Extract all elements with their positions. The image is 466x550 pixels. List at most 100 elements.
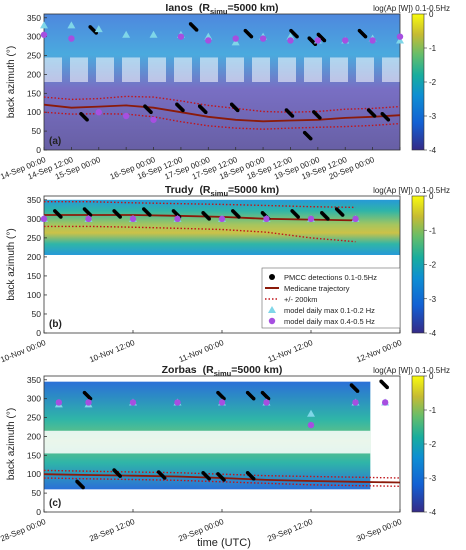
pmcc-cluster xyxy=(79,111,89,122)
pmcc-point xyxy=(318,116,322,120)
legend-item: model daily max 0.4-0.5 Hz xyxy=(268,317,375,326)
pmcc-point xyxy=(308,136,313,141)
heatmap-gap xyxy=(330,57,348,82)
model-low-triangle xyxy=(231,38,240,46)
y-tick-label: 250 xyxy=(27,51,41,61)
legend-marker-model-low xyxy=(268,306,276,313)
model-high-circle xyxy=(287,37,294,44)
pmcc-cluster xyxy=(201,470,211,481)
model-high-circle xyxy=(263,215,270,223)
x-tick-label: 30-Sep 00:00 xyxy=(355,517,403,544)
axes-frame xyxy=(43,13,401,151)
panel-title-param: (R xyxy=(199,184,210,196)
model-high-circle xyxy=(95,109,102,116)
colorbar-tick-label: -2 xyxy=(429,440,437,449)
y-tick-label: 50 xyxy=(32,488,42,498)
colorbar-tick-label: -4 xyxy=(429,508,437,517)
panel-title-param: (R xyxy=(203,364,214,376)
y-tick-label: 150 xyxy=(27,271,41,281)
legend-marker-model-high xyxy=(268,317,276,325)
pmcc-point xyxy=(386,117,391,122)
pmcc-cluster xyxy=(231,209,241,219)
panel-title-name: Zorbas xyxy=(162,364,197,376)
y-tick-label: 150 xyxy=(27,450,41,460)
pmcc-cluster xyxy=(284,108,295,118)
panel-title-sub: simu xyxy=(211,189,229,198)
heatmap-gap xyxy=(226,57,244,82)
pmcc-point xyxy=(149,110,153,115)
x-tick-label: 29-Sep 12:00 xyxy=(266,517,314,544)
pmcc-point xyxy=(81,485,85,490)
pmcc-point xyxy=(235,108,240,113)
pmcc-cluster xyxy=(302,130,313,141)
pmcc-cluster xyxy=(216,390,226,401)
y-tick-label: 100 xyxy=(27,107,41,117)
pmcc-cluster xyxy=(229,102,240,113)
panel-title-name: Ianos xyxy=(165,2,193,14)
heatmap-gap xyxy=(356,57,374,82)
x-tick-label: 11-Nov 12:00 xyxy=(267,338,315,364)
pmcc-cluster xyxy=(320,211,330,221)
y-tick-label: 50 xyxy=(32,309,42,319)
pmcc-point xyxy=(85,117,89,122)
pmcc-cluster xyxy=(245,390,256,401)
colorbar: 0 -1 -2 -3 -4 log(Ap [W]) 0.1-0.5Hz xyxy=(373,366,450,517)
colorbar-tick-label: -4 xyxy=(429,329,437,338)
chart-panel-2: 0 50 100 150 200 250 300 350 back azimuth (°) 28-… xyxy=(0,364,450,543)
heatmap-gap xyxy=(44,430,371,454)
colorbar-tick-label: 0 xyxy=(429,10,434,19)
pmcc-cluster xyxy=(366,108,377,118)
pmcc-cluster xyxy=(243,28,254,39)
colorbar-tick-label: -1 xyxy=(429,226,437,235)
model-high-circle xyxy=(263,399,270,406)
pmcc-point xyxy=(385,385,389,390)
x-tick-label: 10-Nov 00:00 xyxy=(0,338,48,365)
colorbar-tick-label: -1 xyxy=(429,406,437,415)
y-axis-label: back azimuth (°) xyxy=(6,408,17,480)
model-high-circle xyxy=(314,37,322,44)
model-high-circle xyxy=(342,37,349,44)
heatmap-gap xyxy=(122,57,140,82)
colorbar-bar xyxy=(411,375,425,513)
x-tick-label: 12-Nov 00:00 xyxy=(355,338,403,365)
colorbar-tick-label: 0 xyxy=(429,372,434,381)
model-low-triangle xyxy=(40,21,48,29)
pmcc-cluster xyxy=(143,104,153,115)
pmcc-cluster xyxy=(201,211,211,221)
x-tick-label: 10-Nov 12:00 xyxy=(88,338,136,365)
panel-title-name: Trudy xyxy=(165,184,194,196)
heatmap-gap xyxy=(96,57,114,82)
panel-title-value: =5000 km) xyxy=(231,364,282,376)
model-low-triangle xyxy=(149,30,158,38)
bound-upper-line xyxy=(43,95,401,113)
y-tick-label: 350 xyxy=(27,375,41,385)
heatmap-gap xyxy=(148,57,166,82)
model-low-triangle xyxy=(94,25,103,33)
pmcc-point xyxy=(237,215,241,219)
colorbar-tick-label: -2 xyxy=(429,261,437,270)
pmcc-point xyxy=(251,476,256,481)
model-high-circle xyxy=(40,215,48,223)
colorbar: 0 -1 -2 -3 -4 log(Ap [W]) 0.1-0.5Hz xyxy=(373,186,450,338)
model-high-circle xyxy=(218,399,226,406)
y-tick-label: 100 xyxy=(27,469,41,479)
y-tick-label: 350 xyxy=(27,13,41,23)
model-high-circle xyxy=(68,35,75,42)
bound-lower-line xyxy=(43,111,401,130)
legend-item: +/- 200km xyxy=(265,295,318,304)
heatmap-gap xyxy=(174,57,192,82)
heatmap-gap xyxy=(200,57,218,82)
heatmap-band xyxy=(44,199,400,255)
legend-label: model daily max 0.4-0.5 Hz xyxy=(284,317,375,326)
pmcc-cluster xyxy=(216,472,226,482)
panel-title-sub: simu xyxy=(214,369,232,378)
colorbar-tick-label: -3 xyxy=(429,112,437,121)
y-tick-label: 0 xyxy=(36,507,41,517)
model-low-triangle xyxy=(396,36,404,44)
x-axis-label: time (UTC) xyxy=(197,537,251,549)
colorbar-label: log(Ap [W]) 0.1-0.5Hz xyxy=(373,4,450,13)
legend-label: PMCC detections 0.1-0.5Hz xyxy=(284,273,377,282)
pmcc-point xyxy=(162,476,167,480)
pmcc-cluster xyxy=(188,22,199,32)
y-tick-label: 50 xyxy=(32,126,42,136)
